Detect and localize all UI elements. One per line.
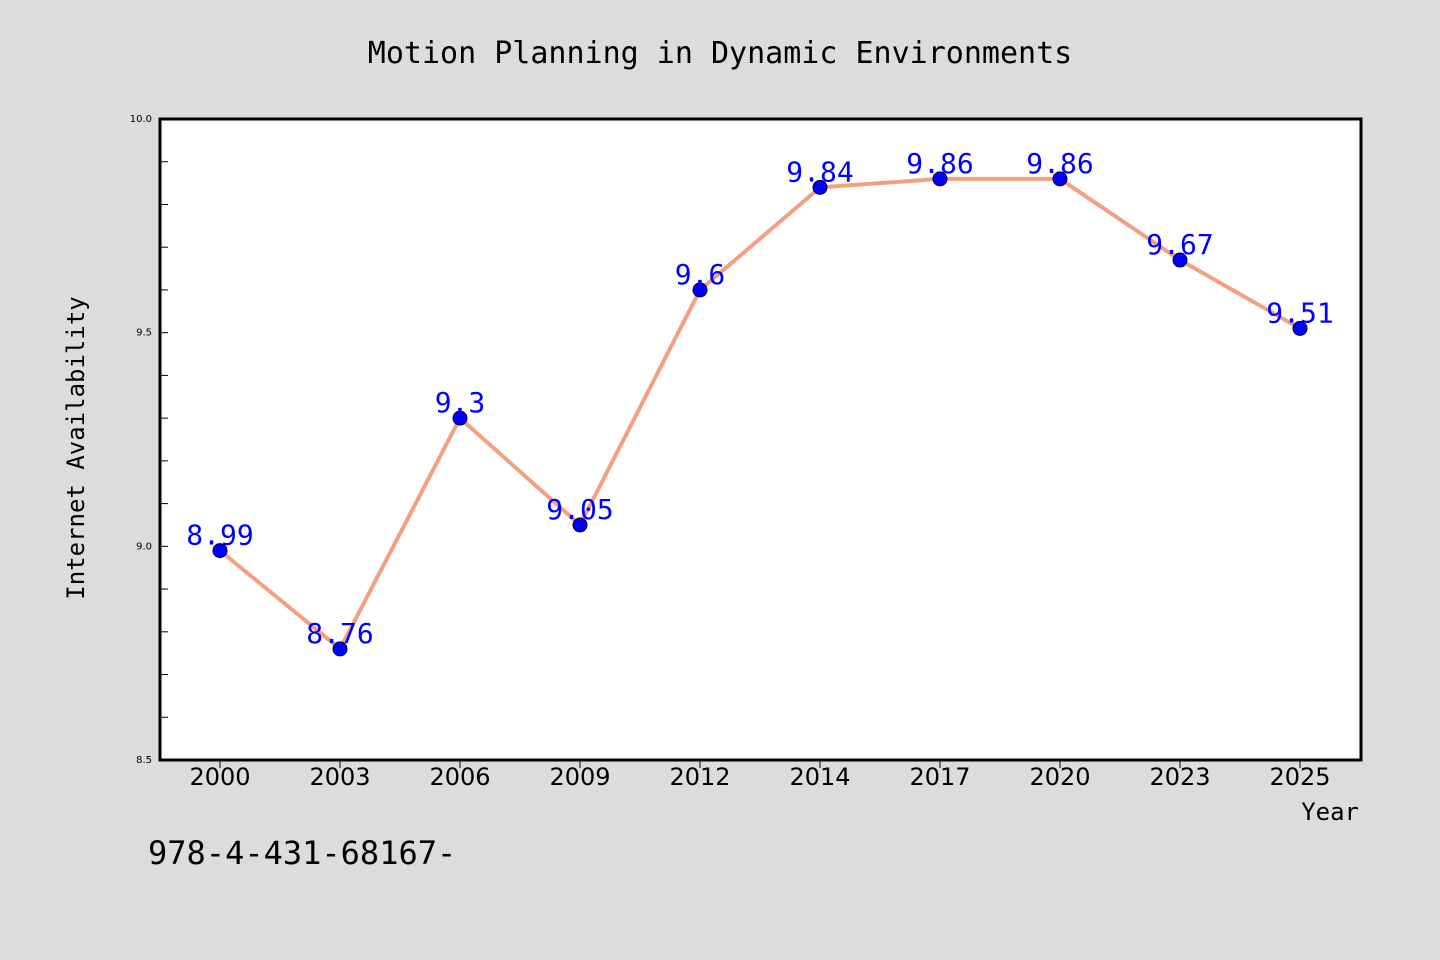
data-label: 9.84 <box>786 155 853 188</box>
series-line-group <box>212 171 1308 657</box>
y-tick-label: 9.0 <box>136 541 152 552</box>
chart-title: Motion Planning in Dynamic Environments <box>368 36 1072 71</box>
data-label: 8.76 <box>306 617 373 650</box>
data-label: 8.99 <box>186 519 253 552</box>
x-axis-ticks: 2000 2003 2006 2009 2012 2014 2017 2020 2023 2025 <box>189 760 1331 791</box>
data-point <box>572 517 588 533</box>
y-tick-label: 10.0 <box>130 114 152 125</box>
y-tick-label: 8.5 <box>136 755 152 766</box>
plot-area <box>158 117 1363 762</box>
data-point <box>932 171 948 187</box>
data-label: 9.6 <box>675 258 726 291</box>
x-tick-label: 2017 <box>909 763 970 791</box>
data-point <box>1052 171 1068 187</box>
x-tick-label: 2014 <box>789 763 850 791</box>
x-tick-label: 2000 <box>189 763 250 791</box>
x-tick-label: 2023 <box>1149 763 1210 791</box>
data-label: 9.3 <box>435 386 486 419</box>
data-label: 9.67 <box>1146 228 1213 261</box>
y-axis-label: Internet Availability <box>62 296 90 599</box>
data-point <box>692 282 708 298</box>
data-point <box>452 410 468 426</box>
x-tick-label: 2009 <box>549 763 610 791</box>
x-tick-label: 2012 <box>669 763 730 791</box>
data-label: 9.51 <box>1266 296 1333 329</box>
data-labels-group: 8.99 8.76 9.3 9.05 9.6 9.84 9.86 9.86 9.67 9.51 <box>186 147 1333 650</box>
x-axis-label: Year <box>1301 798 1359 826</box>
data-label: 9.05 <box>546 493 613 526</box>
y-tick-label: 9.5 <box>136 328 152 339</box>
footer-code: 978-4-431-68167- <box>148 834 456 872</box>
data-point <box>812 179 828 195</box>
data-point <box>1292 320 1308 336</box>
data-point <box>212 543 228 559</box>
data-point <box>332 641 348 657</box>
series-line <box>218 176 1301 651</box>
x-tick-label: 2006 <box>429 763 490 791</box>
x-tick-label: 2025 <box>1269 763 1330 791</box>
x-tick-label: 2020 <box>1029 763 1090 791</box>
y-axis-ticks: 8.5 9.0 9.5 10.0 <box>130 114 168 766</box>
data-label: 9.86 <box>906 147 973 180</box>
x-tick-label: 2003 <box>309 763 370 791</box>
data-label: 9.86 <box>1026 147 1093 180</box>
data-point <box>1172 252 1188 268</box>
